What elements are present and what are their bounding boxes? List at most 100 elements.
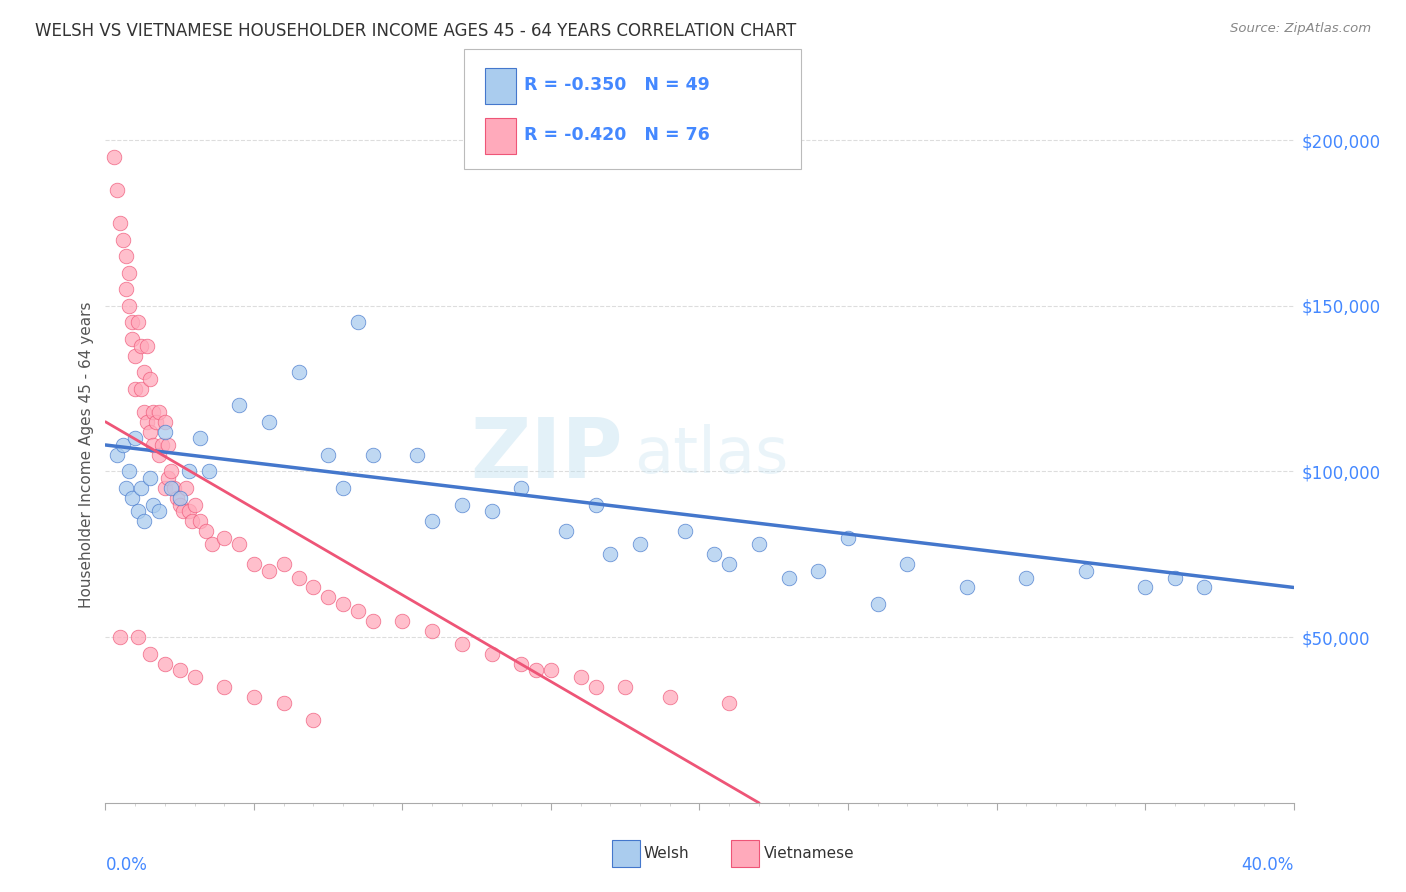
Point [148,448,170,462]
Point [115,481,138,495]
Text: R = -0.350   N = 49: R = -0.350 N = 49 [524,76,710,94]
Point [243,558,266,572]
Text: atlas: atlas [634,424,789,486]
Point [145,415,167,429]
Text: 40.0%: 40.0% [1241,855,1294,874]
Point [121,332,143,346]
Point [156,471,179,485]
Point [153,415,176,429]
Point [129,481,152,495]
Point [287,365,309,379]
Point [121,491,143,505]
Point [510,657,533,671]
Point [103,150,125,164]
Point [172,504,194,518]
Point [129,382,152,396]
Point [406,448,429,462]
Point [127,630,149,644]
Point [169,491,191,505]
Point [121,315,143,329]
Point [183,498,205,512]
Point [481,504,503,518]
Point [361,614,384,628]
Point [153,481,176,495]
Point [124,431,146,445]
Point [105,448,128,462]
Point [956,581,979,595]
Point [174,481,197,495]
Point [110,216,132,230]
Point [347,315,370,329]
Point [118,465,141,479]
Point [139,372,162,386]
Point [150,438,173,452]
Text: Source: ZipAtlas.com: Source: ZipAtlas.com [1230,22,1371,36]
Point [614,680,637,694]
Point [554,524,576,538]
Point [273,697,295,711]
Point [1015,570,1038,584]
Point [257,564,280,578]
Point [139,647,162,661]
Point [703,547,725,561]
Point [127,315,149,329]
Point [105,183,128,197]
Point [1074,564,1097,578]
Text: WELSH VS VIETNAMESE HOUSEHOLDER INCOME AGES 45 - 64 YEARS CORRELATION CHART: WELSH VS VIETNAMESE HOUSEHOLDER INCOME A… [35,22,796,40]
Point [148,405,170,419]
Point [748,537,770,551]
Point [153,425,176,439]
Point [273,558,295,572]
Point [127,504,149,518]
Point [332,597,354,611]
Point [118,299,141,313]
Point [807,564,830,578]
Point [599,547,621,561]
Point [658,690,681,704]
Point [510,481,533,495]
Point [166,491,188,505]
Point [163,481,186,495]
Point [195,524,218,538]
Text: 0.0%: 0.0% [105,855,148,874]
Point [190,431,212,445]
Point [316,591,339,605]
Text: ZIP: ZIP [470,415,623,495]
Point [361,448,384,462]
Point [132,365,155,379]
Point [177,504,200,518]
Point [190,514,212,528]
Point [112,233,135,247]
Point [180,514,202,528]
Text: Welsh: Welsh [644,847,689,861]
Point [139,425,162,439]
Point [136,338,159,352]
Point [481,647,503,661]
Point [420,514,443,528]
Point [129,338,152,352]
Point [450,498,472,512]
Point [896,558,918,572]
Point [866,597,889,611]
Point [214,680,236,694]
Point [628,537,651,551]
Point [524,663,547,677]
Point [201,537,224,551]
Point [142,438,165,452]
Text: Vietnamese: Vietnamese [763,847,853,861]
Point [115,282,138,296]
Point [1133,581,1156,595]
Point [118,266,141,280]
Point [673,524,696,538]
Point [110,630,132,644]
Point [316,448,339,462]
Point [540,663,562,677]
Point [132,405,155,419]
Point [159,481,181,495]
Point [302,713,325,727]
Point [139,471,162,485]
Point [347,604,370,618]
Text: R = -0.420   N = 76: R = -0.420 N = 76 [524,126,710,144]
Point [585,498,607,512]
Point [228,398,250,412]
